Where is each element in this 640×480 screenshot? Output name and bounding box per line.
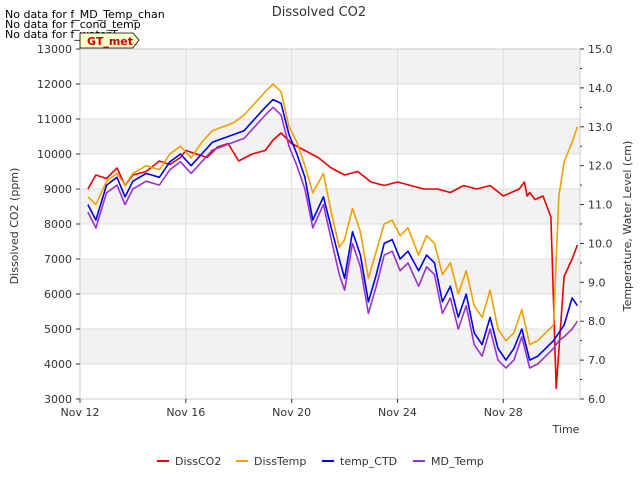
right-tick-label: 9.0 (588, 276, 606, 289)
left-tick-label: 7000 (44, 253, 72, 266)
left-tick-label: 13000 (37, 43, 72, 56)
x-tick-label: Nov 12 (61, 406, 100, 419)
legend-label: temp_CTD (340, 455, 397, 468)
series-line-md-temp (87, 106, 579, 369)
x-tick-label: Nov 16 (166, 406, 205, 419)
series-line-temp-ctd (87, 98, 579, 361)
no-data-note-1: No data for f_MD_Temp_chan (5, 8, 165, 21)
right-tick-label: 7.0 (588, 354, 606, 367)
no-data-note-2: No data for f_cond_temp (5, 18, 141, 31)
left-tick-label: 9000 (44, 183, 72, 196)
legend: DissCO2 DissTemp temp_CTD MD_Temp (157, 455, 484, 468)
legend-label: DissTemp (254, 455, 306, 468)
right-axis-label: Temperature, Water Level (cm) (621, 141, 634, 313)
right-tick-label: 13.0 (588, 121, 613, 134)
left-tick-label: 3000 (44, 393, 72, 406)
legend-label: MD_Temp (431, 455, 484, 468)
gt-met-badge: GT_met (79, 32, 140, 49)
left-tick-label: 12000 (37, 78, 72, 91)
left-tick-label: 11000 (37, 113, 72, 126)
grid-band (80, 259, 580, 294)
right-tick-label: 8.0 (588, 315, 606, 328)
no-data-note-3: No data for f_waterT (5, 28, 118, 41)
series-line-dissco2 (87, 132, 579, 390)
grid-band (80, 119, 580, 154)
grid-band (80, 49, 580, 84)
x-axis-label: Time (552, 423, 580, 436)
left-tick-label: 4000 (44, 358, 72, 371)
right-tick-label: 6.0 (588, 393, 606, 406)
x-tick-label: Nov 24 (378, 406, 417, 419)
right-tick-label: 10.0 (588, 237, 613, 250)
series-line-disstemp (87, 83, 579, 346)
x-tick-label: Nov 28 (484, 406, 523, 419)
grid-band (80, 329, 580, 364)
legend-label: DissCO2 (175, 455, 221, 468)
right-tick-label: 15.0 (588, 43, 613, 56)
left-axis-label: Dissolved CO2 (ppm) (8, 168, 21, 285)
gt-met-label: GT_met (87, 35, 133, 48)
chart-title: Dissolved CO2 (272, 5, 366, 20)
left-tick-label: 5000 (44, 323, 72, 336)
right-tick-label: 11.0 (588, 199, 613, 212)
x-tick-label: Nov 20 (272, 406, 311, 419)
left-tick-label: 8000 (44, 218, 72, 231)
right-tick-label: 14.0 (588, 82, 613, 95)
right-tick-label: 12.0 (588, 160, 613, 173)
left-tick-label: 6000 (44, 288, 72, 301)
left-tick-label: 10000 (37, 148, 72, 161)
